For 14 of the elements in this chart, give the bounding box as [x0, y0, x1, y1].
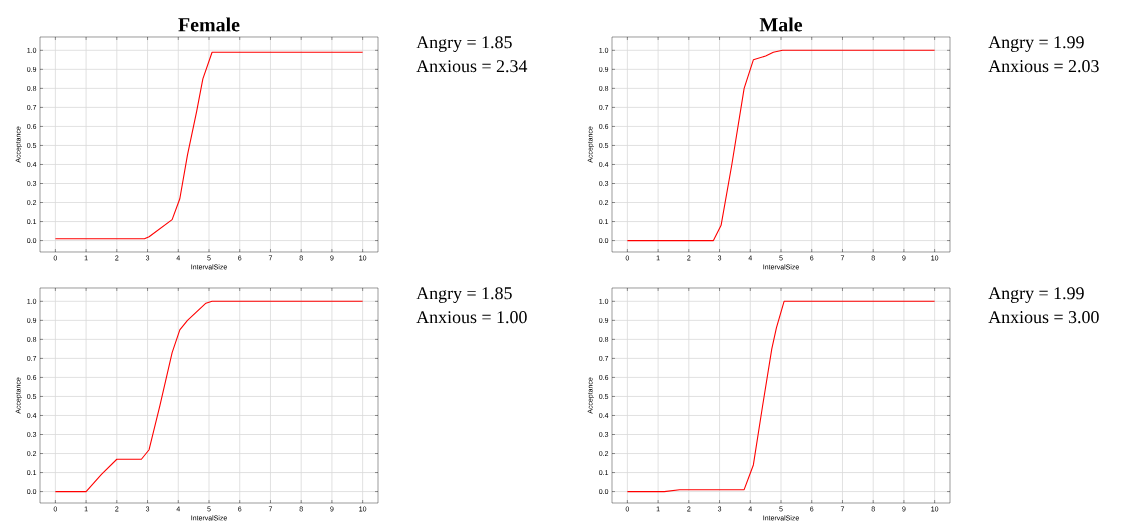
- line-series: [54, 51, 364, 240]
- text: Angry = 1.85: [416, 36, 512, 52]
- text: Anxious = 2.34: [416, 60, 528, 73]
- text: Angry = 1.85: [416, 287, 512, 303]
- chart-title: Female: [178, 17, 240, 32]
- text: Anxious = 1.00: [416, 311, 527, 324]
- text: Anxious = 3.00: [988, 311, 1099, 324]
- text: Anxious = 2.03: [988, 60, 1099, 73]
- chart-title: Male: [759, 17, 803, 32]
- text: Angry = 1.99: [988, 287, 1084, 303]
- text: Angry = 1.99: [988, 36, 1084, 52]
- line-series: [626, 300, 936, 493]
- line-series: [626, 49, 936, 242]
- line-series: [54, 300, 364, 493]
